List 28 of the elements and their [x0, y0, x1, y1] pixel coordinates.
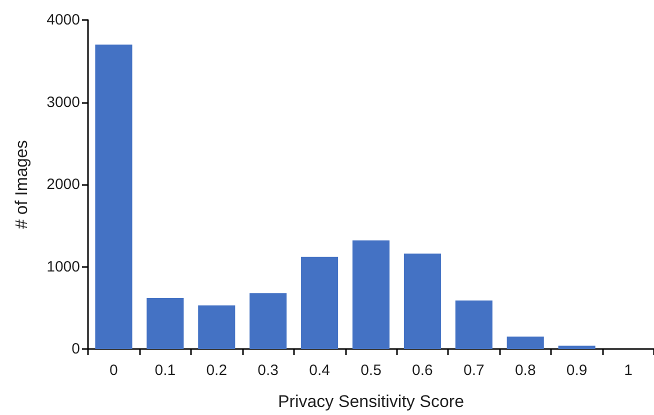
x-tick-label: 0.4: [309, 362, 330, 379]
bar: [301, 256, 338, 349]
x-tick-label: 1: [624, 362, 632, 379]
bar: [558, 346, 596, 349]
x-tick-label: 0.5: [360, 362, 382, 379]
x-tick-label: 0.1: [154, 362, 176, 379]
x-tick-label: 0.6: [412, 362, 433, 379]
bar: [250, 293, 287, 349]
y-tick-label: 2000: [46, 176, 80, 193]
x-tick-label: 0: [110, 362, 118, 379]
bar: [506, 336, 544, 349]
bar: [352, 240, 390, 349]
x-tick-label: 0.3: [258, 362, 279, 379]
x-tick-label: 0.7: [463, 362, 484, 379]
bar: [198, 305, 236, 349]
bar: [95, 44, 132, 349]
y-tick-label: 1000: [46, 258, 80, 276]
bar: [455, 300, 492, 349]
bar: [146, 298, 184, 349]
y-tick-label: 0: [72, 340, 80, 358]
y-tick-label: 4000: [46, 12, 80, 28]
y-axis-title: # of Images: [12, 140, 31, 229]
y-tick-label: 3000: [46, 94, 80, 111]
x-tick-label: 0.9: [566, 362, 588, 379]
x-tick-label: 0.2: [206, 362, 228, 379]
x-axis-title: Privacy Sensitivity Score: [278, 392, 464, 411]
x-tick-label: 0.8: [514, 362, 536, 379]
bar: [404, 254, 441, 349]
